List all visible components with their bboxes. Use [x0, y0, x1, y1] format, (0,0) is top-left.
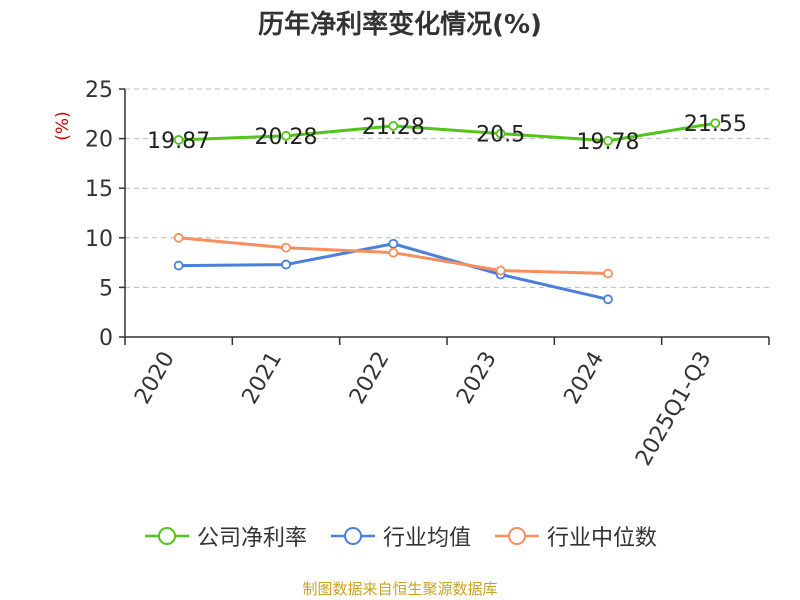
data-label: 21.55: [684, 112, 747, 137]
y-tick-label: 0: [99, 326, 113, 351]
data-point: [710, 118, 721, 129]
y-tick-label: 10: [85, 227, 113, 252]
y-axis-label: (%): [53, 111, 73, 140]
data-point: [603, 268, 613, 279]
data-label: 21.28: [362, 115, 425, 140]
series-lines: [173, 118, 721, 305]
data-point: [388, 247, 399, 258]
x-tick-label: 2021: [238, 348, 288, 409]
data-point: [603, 294, 613, 305]
data-point: [173, 232, 184, 243]
x-tick-label: 2023: [452, 347, 502, 408]
data-point: [281, 130, 291, 141]
data-point: [388, 121, 399, 131]
y-tick-label: 15: [85, 177, 113, 202]
y-tick-label: 5: [99, 276, 113, 301]
legend-label-industry-median: 行业中位数: [547, 526, 658, 551]
data-point: [281, 259, 291, 270]
data-point: [173, 134, 184, 145]
legend-item-company[interactable]: 公司净利率: [143, 520, 307, 552]
legend-marker-mean-icon: [330, 527, 375, 545]
y-tick-label: 20: [85, 128, 113, 153]
x-tick-label: 2020: [130, 348, 180, 409]
data-point: [388, 238, 399, 249]
axes: [119, 88, 770, 345]
y-tick-label: 25: [85, 78, 113, 103]
data-label: 20.5: [476, 123, 525, 148]
legend-item-industry-median[interactable]: 行业中位数: [493, 520, 657, 552]
data-label: 20.28: [255, 125, 318, 150]
legend-label-industry-mean: 行业均值: [382, 526, 471, 551]
legend: 公司净利率 行业均值 行业中位数: [0, 520, 800, 552]
legend-label-company: 公司净利率: [196, 526, 307, 551]
legend-marker-median-icon: [495, 527, 539, 545]
legend-marker-company-icon: [144, 527, 189, 545]
data-label: 19.87: [147, 129, 210, 154]
source-note: 制图数据来自恒生聚源数据库: [302, 580, 498, 598]
data-point: [495, 265, 506, 276]
data-point: [281, 242, 291, 253]
data-labels: 19.87 20.28 21.28 20.5 19.78 21.55: [147, 112, 747, 155]
series-line: [178, 121, 716, 143]
x-tick-label: 2022: [345, 348, 395, 409]
data-point: [173, 260, 184, 271]
chart-title: 历年净利率变化情况(%): [258, 10, 542, 40]
data-point: [603, 135, 613, 146]
x-tick-label: 2024: [560, 348, 610, 409]
data-label: 19.78: [577, 130, 640, 155]
x-tick-label: 2025Q1-Q3: [631, 348, 716, 471]
data-point: [495, 128, 506, 139]
legend-item-industry-mean[interactable]: 行业均值: [329, 520, 471, 552]
